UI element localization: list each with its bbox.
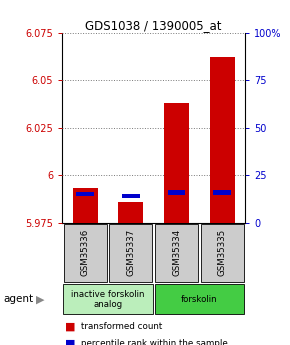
Bar [109, 224, 152, 282]
Bar [76, 192, 94, 196]
Bar [210, 57, 235, 223]
Text: ▶: ▶ [36, 294, 45, 304]
Bar [122, 194, 140, 198]
Bar [164, 103, 189, 223]
Text: ■: ■ [65, 322, 76, 332]
Text: GSM35334: GSM35334 [172, 229, 181, 276]
Bar [168, 190, 185, 195]
Text: ■: ■ [65, 338, 76, 345]
Bar [64, 284, 153, 314]
Text: forskolin: forskolin [181, 295, 218, 304]
Bar [118, 201, 144, 223]
Bar [72, 188, 98, 223]
Text: percentile rank within the sample: percentile rank within the sample [81, 339, 228, 345]
Text: GSM35335: GSM35335 [218, 229, 227, 276]
Text: GSM35336: GSM35336 [81, 229, 90, 276]
Bar [64, 224, 107, 282]
Text: transformed count: transformed count [81, 322, 162, 331]
Text: GSM35337: GSM35337 [126, 229, 135, 276]
Bar [201, 224, 244, 282]
Title: GDS1038 / 1390005_at: GDS1038 / 1390005_at [86, 19, 222, 32]
Bar [155, 284, 244, 314]
Bar [213, 190, 231, 195]
Text: inactive forskolin
analog: inactive forskolin analog [71, 289, 145, 309]
Bar [155, 224, 198, 282]
Text: agent: agent [3, 294, 33, 304]
